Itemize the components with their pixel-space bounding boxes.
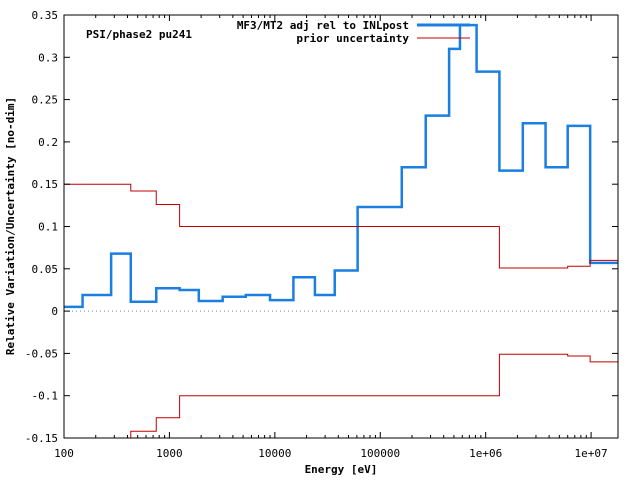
y-tick-label: -0.1 <box>32 390 59 403</box>
plot-series <box>64 23 618 438</box>
x-tick-label: 100 <box>54 447 74 460</box>
legend-label-red: prior uncertainty <box>296 32 409 45</box>
chart-annotation: PSI/phase2 pu241 <box>86 28 192 41</box>
y-tick-label: -0.05 <box>25 347 58 360</box>
legend: MF3/MT2 adj rel to INLpost prior uncerta… <box>237 19 470 45</box>
series-line-prior-upper <box>64 183 618 269</box>
y-tick-label: 0.3 <box>38 51 58 64</box>
y-tick-label: 0 <box>51 305 58 318</box>
x-tick-label: 1000 <box>156 447 183 460</box>
y-tick-label: 0.1 <box>38 221 58 234</box>
x-tick-label: 10000 <box>258 447 291 460</box>
y-axis-label: Relative Variation/Uncertainty [no-dim] <box>4 97 17 355</box>
y-axis: 0.35 0.3 0.25 0.2 0.15 0.1 0.05 0 -0.05 -0.1 -0.15 <box>25 9 618 445</box>
legend-label-blue: MF3/MT2 adj rel to INLpost <box>237 19 409 32</box>
series-line-adjustment <box>64 23 618 309</box>
x-axis-label: Energy [eV] <box>305 463 378 476</box>
x-tick-label: 1e+06 <box>469 447 502 460</box>
y-tick-label: 0.15 <box>32 178 59 191</box>
y-tick-label: 0.2 <box>38 136 58 149</box>
x-axis: 100 1000 10000 100000 1e+06 1e+07 <box>54 15 608 460</box>
y-tick-label: 0.35 <box>32 9 59 22</box>
x-tick-label: 1e+07 <box>575 447 608 460</box>
series-line-prior-lower <box>130 353 618 438</box>
y-tick-label: 0.25 <box>32 94 59 107</box>
x-tick-label: 100000 <box>360 447 400 460</box>
y-tick-label: 0.05 <box>32 263 59 276</box>
y-tick-label: -0.15 <box>25 432 58 445</box>
